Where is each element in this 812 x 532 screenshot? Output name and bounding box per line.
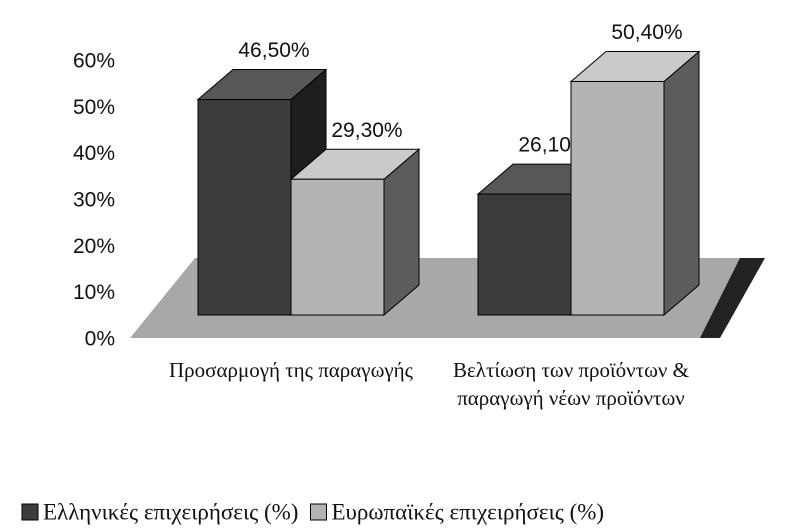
floor-edge [700,258,765,338]
y-tick-label: 20% [73,235,115,258]
bar [570,80,665,316]
legend-label: Ελληνικές επιχειρήσεις (%) [43,499,298,524]
y-tick-label: 30% [73,189,115,212]
legend-swatch [309,503,327,521]
y-tick-label: 50% [73,96,115,119]
legend-swatch [21,503,39,521]
data-label: 46,50% [238,39,309,62]
x-tick-label: Προσαρμογή της παραγωγής [169,358,413,382]
data-label: 29,30% [331,119,402,142]
bar [197,99,292,316]
legend-label: Ευρωπαϊκές επιχειρήσεις (%) [331,499,604,524]
x-tick-label: Βελτίωση των προϊόντων & παραγωγή νέων π… [452,358,690,410]
bar [290,178,385,316]
bar-side [663,50,700,317]
y-tick-label: 60% [73,50,115,73]
y-tick-label: 0% [85,328,115,351]
bar [477,193,572,316]
data-label: 50,40% [611,21,682,44]
y-tick-label: 40% [73,142,115,165]
y-tick-label: 10% [73,281,115,304]
